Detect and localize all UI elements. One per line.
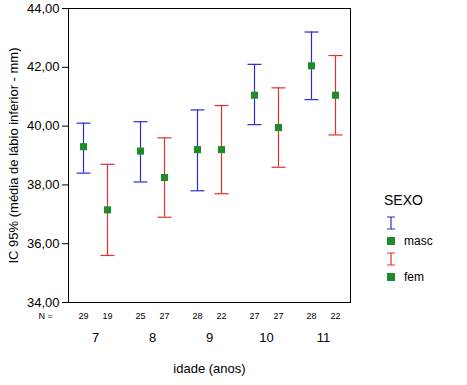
svg-text:27: 27	[159, 311, 169, 321]
svg-text:34,00: 34,00	[27, 295, 60, 310]
svg-text:44,00: 44,00	[27, 1, 60, 16]
svg-text:idade (anos): idade (anos)	[173, 361, 245, 376]
svg-text:28: 28	[192, 311, 202, 321]
svg-text:25: 25	[135, 311, 145, 321]
svg-text:40,00: 40,00	[27, 118, 60, 133]
svg-text:IC 95% (média de lábio inferio: IC 95% (média de lábio inferior - mm)	[6, 47, 21, 263]
html-text:fem: fem	[404, 270, 424, 284]
html-text:SEXO: SEXO	[384, 192, 423, 208]
svg-text:22: 22	[330, 311, 340, 321]
svg-text:28: 28	[306, 311, 316, 321]
svg-text:9: 9	[206, 330, 213, 345]
svg-text:7: 7	[92, 330, 99, 345]
svg-text:10: 10	[259, 330, 273, 345]
svg-text:11: 11	[317, 330, 331, 345]
svg-text:38,00: 38,00	[27, 177, 60, 192]
svg-text:8: 8	[149, 330, 156, 345]
svg-text:36,00: 36,00	[27, 236, 60, 251]
svg-text:29: 29	[78, 311, 88, 321]
html-text:masc: masc	[404, 234, 433, 248]
svg-text:27: 27	[249, 311, 259, 321]
svg-text:27: 27	[273, 311, 283, 321]
svg-text:42,00: 42,00	[27, 59, 60, 74]
svg-text:19: 19	[102, 311, 112, 321]
svg-text:22: 22	[216, 311, 226, 321]
svg-text:N =: N =	[39, 311, 53, 321]
